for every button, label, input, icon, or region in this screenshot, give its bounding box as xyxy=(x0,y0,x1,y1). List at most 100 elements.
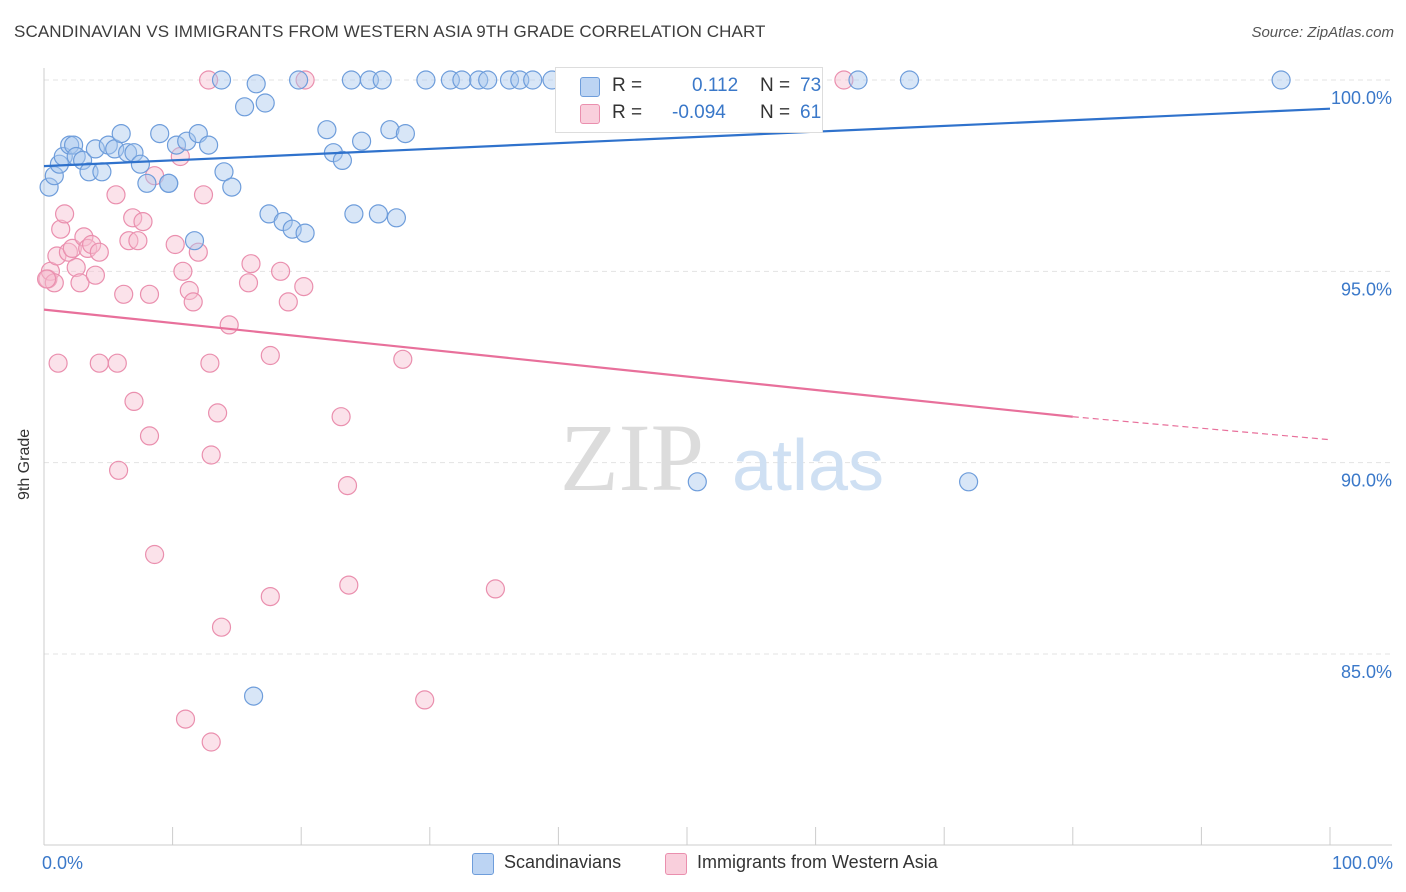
scandinavian-point xyxy=(1271,70,1291,90)
western-asia-point xyxy=(62,238,82,258)
western-asia-point xyxy=(295,70,315,90)
n-value: 61 xyxy=(800,102,822,123)
axes xyxy=(43,68,1392,846)
scandinavian-point xyxy=(395,124,415,144)
scandinavian-point xyxy=(222,177,242,197)
scandinavian-point xyxy=(687,472,707,492)
y-tick-label: 95.0% xyxy=(1341,279,1392,299)
pink-swatch xyxy=(580,104,600,124)
scandinavian-point xyxy=(368,204,388,224)
western-asia-point xyxy=(107,353,127,373)
western-asia-point xyxy=(183,292,203,312)
r-label: R = xyxy=(612,102,643,123)
western-asia-point xyxy=(200,353,220,373)
scandinavian-point xyxy=(63,135,84,155)
western-asia-point xyxy=(133,212,153,232)
western-asia-point xyxy=(106,185,126,205)
western-asia-point xyxy=(51,219,71,239)
y-tick-label: 85.0% xyxy=(1341,662,1392,682)
n-label: N = xyxy=(760,102,791,123)
western-asia-point xyxy=(114,284,134,304)
western-asia-trend-line xyxy=(43,308,1073,418)
western-asia-point xyxy=(208,403,228,423)
n-label: N = xyxy=(760,75,791,96)
scandinavian-point xyxy=(137,173,157,193)
scandinavian-point xyxy=(344,204,364,224)
western-asia-point xyxy=(145,544,165,565)
scandinavian-point xyxy=(211,70,232,90)
scandinavian-point xyxy=(130,154,150,174)
y-tick-label: 90.0% xyxy=(1341,471,1392,491)
western-asia-point xyxy=(241,254,261,274)
source-label: Source: ZipAtlas.com xyxy=(1251,24,1394,41)
western-asia-point xyxy=(294,277,314,297)
scandinavian-point xyxy=(199,135,219,155)
scandinavian-point xyxy=(332,150,352,170)
western-asia-point xyxy=(278,292,298,312)
western-asia-point xyxy=(165,234,185,255)
western-asia-point xyxy=(108,460,129,480)
y-tick-label: 100.0% xyxy=(1331,88,1392,108)
stats-legend: R = 0.112 N = 73 R = -0.094 N = 61 xyxy=(555,67,823,133)
western-asia-point xyxy=(260,586,280,607)
western-asia-point xyxy=(47,246,67,266)
scandinavian-point xyxy=(235,97,255,117)
western-asia-point xyxy=(74,227,94,247)
scandinavian-point xyxy=(848,70,868,90)
scandinavian-point xyxy=(184,231,205,251)
western-asia-point xyxy=(260,345,280,366)
scandinavian-point xyxy=(246,74,266,94)
western-asia-point xyxy=(219,315,239,335)
legend-label: Immigrants from Western Asia xyxy=(697,852,938,872)
scandinavian-point xyxy=(317,120,337,140)
x-tick-labels: 0.0% 100.0% xyxy=(42,853,1393,873)
scandinavian-point xyxy=(295,223,315,243)
scandinavian-point xyxy=(958,472,979,492)
pink-swatch xyxy=(665,853,687,875)
watermark-atlas: atlas xyxy=(732,426,884,506)
scandinavian-point xyxy=(150,124,170,144)
western-asia-point xyxy=(173,261,193,281)
western-asia-point xyxy=(271,261,291,281)
r-value: 0.112 xyxy=(692,75,739,96)
x-tick-label: 0.0% xyxy=(42,853,83,873)
watermark-zip: ZIP xyxy=(560,404,704,511)
western-asia-point xyxy=(393,349,413,369)
scandinavian-point xyxy=(177,131,197,151)
x-tick-label: 100.0% xyxy=(1332,853,1393,873)
western-asia-point xyxy=(85,265,106,285)
y-axis-label: 9th Grade xyxy=(16,428,33,500)
western-asia-point xyxy=(201,445,221,465)
scandinavian-point xyxy=(244,686,264,706)
scandinavian-point xyxy=(440,70,460,90)
western-asia-point xyxy=(211,617,232,637)
watermark: ZIP atlas xyxy=(560,404,884,511)
western-asia-point xyxy=(201,732,221,752)
western-asia-point xyxy=(415,690,435,710)
western-asia-point xyxy=(193,185,214,205)
scandinavian-point xyxy=(380,120,400,140)
scandinavian-point xyxy=(214,162,234,182)
blue-swatch xyxy=(472,853,494,875)
western-asia-point xyxy=(54,204,75,224)
scandinavian-point xyxy=(166,135,187,155)
y-tick-labels: 85.0% 90.0% 95.0% 100.0% xyxy=(1331,88,1392,682)
western-asia-point xyxy=(331,407,351,427)
western-asia-point xyxy=(70,273,90,293)
western-asia-point xyxy=(89,353,109,373)
r-value: -0.094 xyxy=(672,102,726,123)
western-asia-point xyxy=(48,353,68,373)
western-asia-point xyxy=(188,242,208,262)
grid-lines xyxy=(44,79,1392,655)
western-asia-point xyxy=(238,273,259,293)
r-label: R = xyxy=(612,75,643,96)
scandinavian-point xyxy=(111,124,131,144)
trend-lines xyxy=(43,107,1331,441)
scandinavian-point xyxy=(523,70,543,90)
western-asia-point xyxy=(123,208,143,228)
scandinavian-point xyxy=(452,70,472,90)
scandinavian-point xyxy=(289,70,309,90)
western-asia-point xyxy=(339,575,359,595)
western-asia-point xyxy=(485,579,505,599)
